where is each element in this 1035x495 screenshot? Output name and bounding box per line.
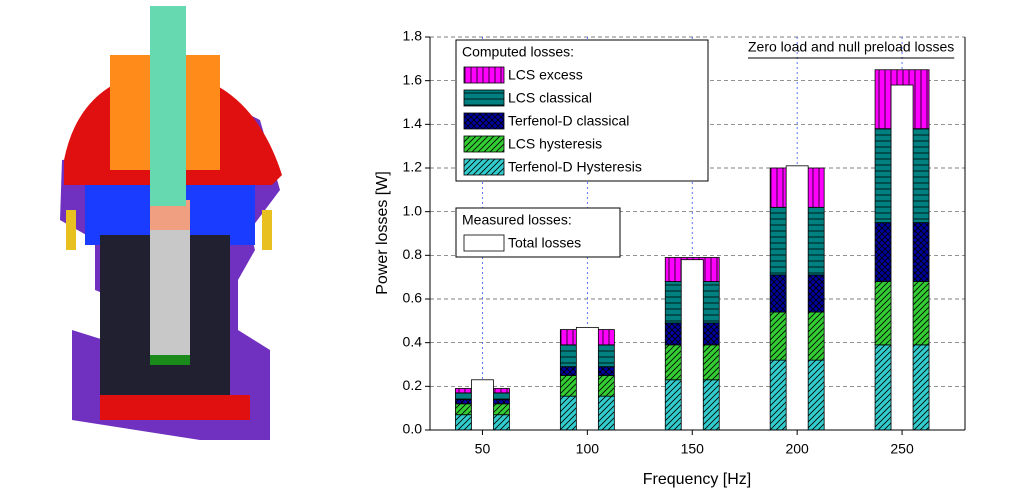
legend-label: LCS classical xyxy=(508,90,592,106)
y-axis-label: Power losses [W] xyxy=(374,171,391,295)
bar xyxy=(576,327,598,430)
y-tick-label: 0.0 xyxy=(403,421,423,437)
x-tick-label: 100 xyxy=(576,441,600,457)
bar xyxy=(471,380,493,430)
y-tick-label: 1.2 xyxy=(403,159,423,175)
legend-swatch xyxy=(464,235,504,251)
legend-swatch xyxy=(464,113,504,129)
legend-swatch xyxy=(464,67,504,83)
legend-label: LCS hysteresis xyxy=(508,136,602,152)
x-tick-label: 200 xyxy=(785,441,809,457)
y-tick-label: 0.4 xyxy=(403,333,423,349)
y-tick-label: 0.2 xyxy=(403,377,423,393)
legend-label: Terfenol-D classical xyxy=(508,113,629,129)
x-tick-label: 250 xyxy=(890,441,914,457)
legend-title: Measured losses: xyxy=(462,212,572,228)
y-tick-label: 1.6 xyxy=(403,71,423,87)
figure: 0.0 0.2 0.4 0.6 0.8 1.0 1.2 1.4 1.6 1.8 50 100 150 20… xyxy=(0,0,1035,495)
legend-title: Computed losses: xyxy=(462,44,574,60)
legend-label: LCS excess xyxy=(508,67,583,83)
legend-label: Total losses xyxy=(508,235,581,251)
y-tick-label: 0.6 xyxy=(403,290,423,306)
legend-swatch xyxy=(464,136,504,152)
legend-swatch xyxy=(464,90,504,106)
y-tick-label: 1.4 xyxy=(403,115,423,131)
annotation: Zero load and null preload losses xyxy=(748,39,954,55)
legend-swatch xyxy=(464,159,504,175)
bar xyxy=(891,85,913,430)
y-tick-label: 1.8 xyxy=(403,28,423,44)
y-tick-label: 0.8 xyxy=(403,246,423,262)
x-tick-label: 150 xyxy=(681,441,705,457)
y-tick-label: 1.0 xyxy=(403,202,423,218)
bar xyxy=(681,260,703,430)
device-illustration xyxy=(60,6,282,440)
legend-label: Terfenol-D Hysteresis xyxy=(508,159,642,175)
x-tick-label: 50 xyxy=(475,441,491,457)
x-axis-label: Frequency [Hz] xyxy=(643,471,751,488)
bar xyxy=(786,166,808,430)
